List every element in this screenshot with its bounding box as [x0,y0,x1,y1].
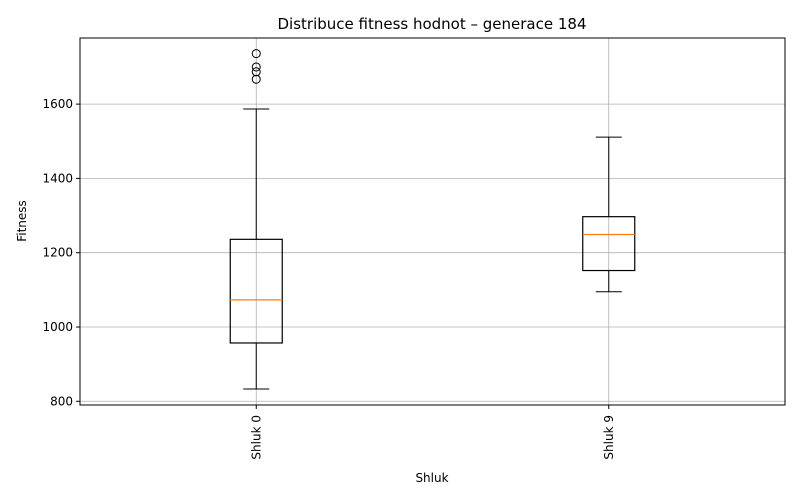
y-tick-label: 1000 [42,320,73,334]
x-axis-label: Shluk [415,471,448,485]
outlier-point [251,49,261,59]
chart-title: Distribuce fitness hodnot – generace 184 [277,15,586,33]
x-tick-label: Shluk 9 [602,415,616,460]
axes-frame [79,37,786,406]
y-tick-label: 800 [50,394,73,408]
box-iqr [229,238,283,344]
box-iqr [582,216,636,272]
x-tick-label: Shluk 0 [249,415,263,460]
y-tick-label: 1400 [42,171,73,185]
outlier-point [251,74,261,84]
y-axis-label: Fitness [15,200,29,242]
outlier-point [251,67,261,77]
y-tick-label: 1200 [42,246,73,260]
outlier-point [251,62,261,72]
plot-area: 800 1000 1200 1400 1600 Shluk 0 Shluk 9 [42,37,786,460]
y-tick-label: 1600 [42,97,73,111]
